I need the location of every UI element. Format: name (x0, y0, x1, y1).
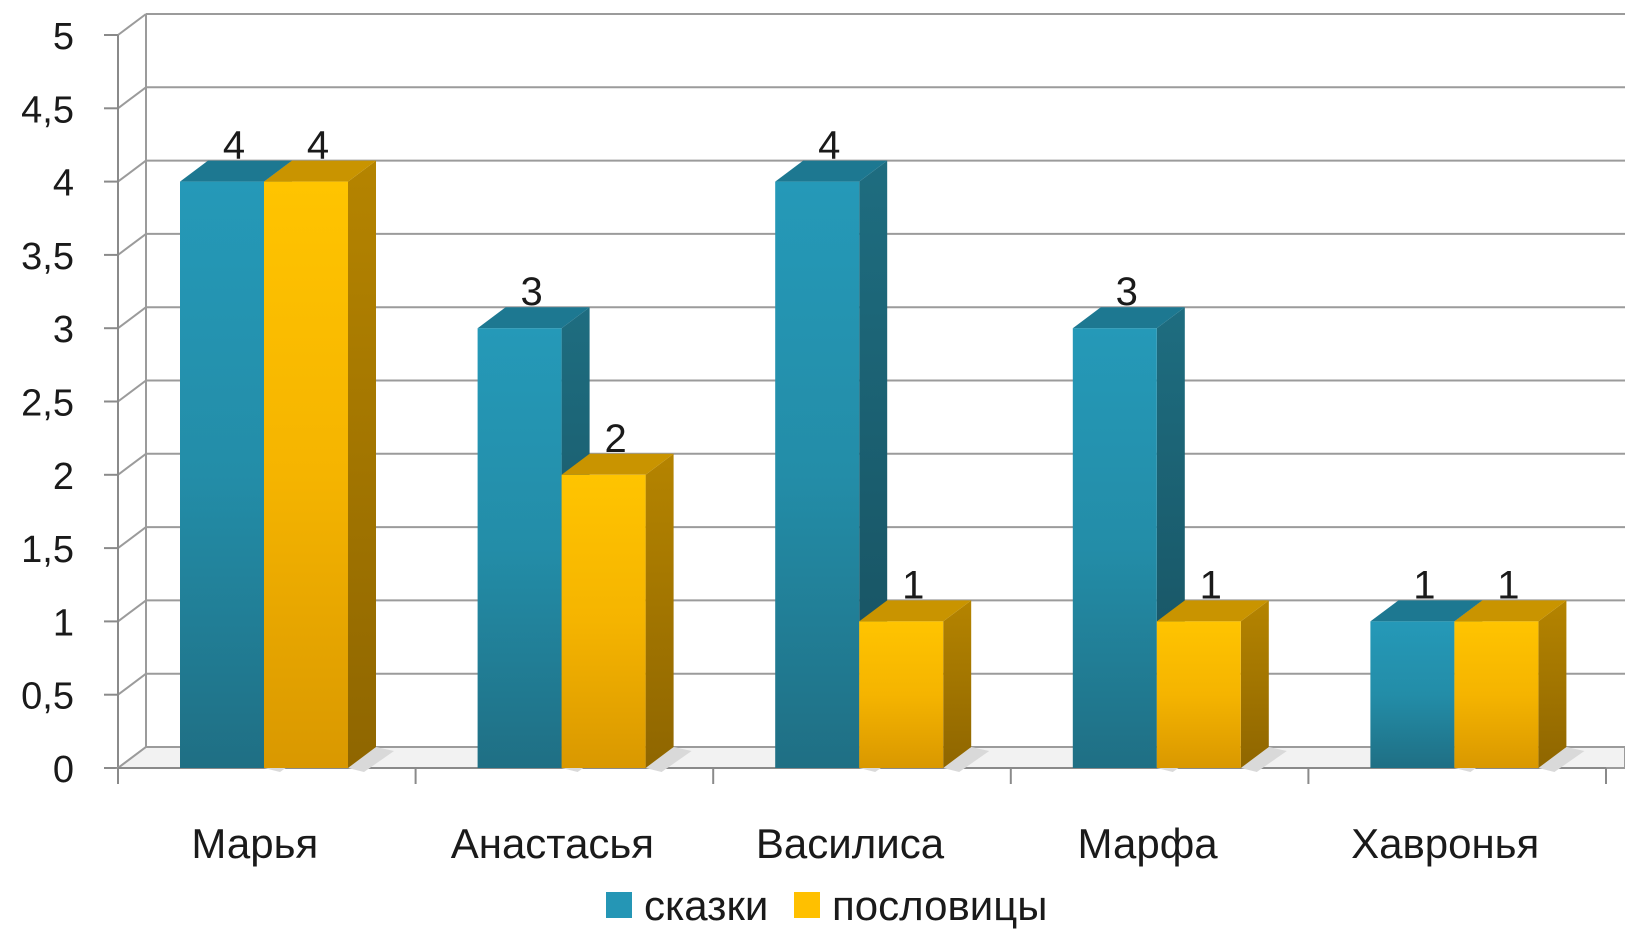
bar-front (264, 181, 348, 769)
bar-top (264, 160, 376, 182)
y-tick-label: 3 (53, 309, 74, 351)
bar-shadow (1240, 747, 1287, 772)
y-tick-label: 0,5 (21, 676, 74, 718)
legend-label: сказки (644, 882, 768, 929)
data-label: 3 (1116, 270, 1138, 314)
gridline-depth (117, 379, 147, 403)
bar-front (1454, 621, 1539, 768)
data-label: 4 (818, 124, 840, 168)
data-label: 4 (307, 124, 329, 168)
bar-shadow (943, 747, 990, 772)
gridline-depth (117, 306, 147, 330)
y-tick-label: 3,5 (21, 236, 74, 278)
data-label: 1 (1497, 563, 1519, 607)
gridline-depth (117, 13, 147, 36)
y-tick-label: 1,5 (21, 529, 74, 571)
bar-top (1072, 307, 1185, 329)
bar-series2 (1156, 600, 1287, 772)
bar-side (1538, 600, 1567, 768)
gridline-depth (117, 599, 147, 623)
bar-side (1240, 600, 1269, 768)
gridline-depth (117, 233, 147, 256)
bar-front (561, 474, 646, 768)
x-category-label: Василиса (756, 820, 945, 867)
legend-swatch-series1 (606, 892, 632, 918)
bar-top (477, 307, 590, 329)
gridline-depth (117, 86, 147, 110)
x-category-label: Анастасья (451, 820, 654, 867)
bar-front (1072, 328, 1157, 768)
bar-shadow (348, 747, 394, 772)
y-tick-label: 1 (53, 602, 74, 644)
bar-side (943, 600, 972, 768)
gridline-depth (117, 159, 147, 183)
bar-front (477, 328, 562, 768)
bar-series2 (264, 160, 394, 772)
legend-swatch-series2 (794, 892, 820, 918)
y-tick-label: 4,5 (21, 89, 74, 131)
data-label: 2 (604, 417, 626, 461)
legend-label: пословицы (832, 882, 1047, 929)
bar-front (1370, 621, 1455, 768)
data-label: 3 (520, 270, 542, 314)
y-tick-label: 0 (53, 749, 74, 791)
y-tick-label: 4 (53, 163, 74, 205)
bar-front (180, 181, 264, 769)
y-tick-label: 2 (53, 456, 74, 498)
bar-top (180, 160, 292, 182)
bar-front (859, 621, 944, 768)
gridline-depth (117, 526, 147, 549)
bar-top (1370, 600, 1483, 622)
data-label: 1 (1200, 563, 1222, 607)
bar-top (561, 453, 674, 475)
bar-series2 (1454, 600, 1585, 772)
data-label: 1 (902, 563, 924, 607)
y-tick-label: 2,5 (21, 383, 74, 425)
x-category-label: Марфа (1078, 820, 1219, 867)
bar-side (348, 160, 376, 769)
y-tick-label: 5 (53, 16, 74, 58)
bar-top (1454, 600, 1567, 622)
bar-top (1156, 600, 1269, 622)
gridline-depth (117, 672, 147, 696)
gridline-depth (117, 452, 147, 476)
data-label: 1 (1413, 563, 1435, 607)
bar-series2 (561, 453, 692, 772)
data-label: 4 (223, 124, 245, 168)
bar-series2 (859, 600, 990, 772)
bar-top (775, 160, 888, 182)
bar-side (645, 453, 674, 768)
bar-front (775, 181, 860, 769)
x-category-label: Хавронья (1351, 820, 1539, 867)
bar-top (859, 600, 972, 622)
legend: сказки пословицы (606, 882, 1047, 929)
x-category-label: Марья (191, 820, 318, 867)
bar-front (1156, 621, 1241, 768)
bar-shadow (645, 747, 692, 772)
bar-shadow (1538, 747, 1585, 772)
